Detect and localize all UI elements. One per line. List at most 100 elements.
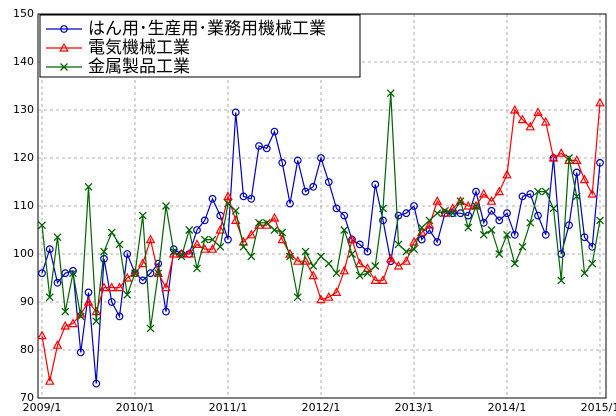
marker <box>255 218 263 227</box>
marker <box>200 235 209 244</box>
marker <box>106 282 117 292</box>
y-tick-label: 70 <box>20 391 34 404</box>
marker <box>239 192 248 201</box>
marker <box>44 375 55 385</box>
marker <box>425 216 434 225</box>
marker <box>386 89 395 98</box>
marker <box>572 168 581 177</box>
marker <box>185 226 194 234</box>
marker <box>525 121 536 131</box>
marker <box>540 116 551 126</box>
marker <box>433 209 442 218</box>
marker <box>455 195 466 205</box>
marker <box>394 211 403 220</box>
marker <box>441 206 449 215</box>
marker <box>503 230 511 239</box>
marker <box>394 240 403 249</box>
marker <box>309 262 318 270</box>
marker <box>526 190 535 198</box>
marker <box>83 296 94 306</box>
marker <box>371 180 380 189</box>
marker <box>317 252 325 261</box>
marker <box>208 235 217 244</box>
marker <box>270 226 279 234</box>
marker <box>579 174 590 184</box>
marker <box>45 293 54 302</box>
marker <box>534 187 542 196</box>
marker <box>378 275 388 284</box>
marker <box>231 108 240 117</box>
x-tick-label: 2011/1 <box>209 401 248 414</box>
marker <box>207 243 218 253</box>
marker <box>278 228 287 237</box>
marker <box>393 260 404 270</box>
marker <box>432 195 443 205</box>
marker <box>572 192 581 201</box>
marker <box>370 275 381 284</box>
marker <box>534 211 542 220</box>
x-tick-label: 2010/1 <box>116 401 155 414</box>
marker <box>52 339 63 349</box>
marker <box>184 248 195 258</box>
marker <box>324 178 333 186</box>
marker <box>100 247 108 256</box>
marker <box>348 250 356 258</box>
marker <box>510 259 519 268</box>
marker <box>270 127 279 136</box>
marker <box>548 152 559 162</box>
marker <box>146 324 155 333</box>
marker <box>332 204 341 213</box>
marker <box>463 200 474 210</box>
marker <box>425 226 434 234</box>
marker <box>122 272 133 282</box>
y-tick-label: 80 <box>20 343 34 356</box>
marker <box>472 187 480 196</box>
marker <box>200 216 209 225</box>
marker <box>533 107 543 116</box>
marker <box>363 247 372 256</box>
marker <box>401 255 412 265</box>
marker <box>518 192 527 201</box>
marker <box>309 182 318 191</box>
marker <box>162 202 170 210</box>
marker <box>587 188 598 198</box>
marker <box>447 203 458 212</box>
marker <box>526 218 535 227</box>
marker <box>192 239 202 248</box>
marker <box>362 263 373 272</box>
marker <box>162 307 170 316</box>
marker <box>355 240 364 249</box>
marker <box>518 242 527 251</box>
marker <box>208 194 217 203</box>
marker <box>292 255 303 265</box>
marker <box>60 63 68 71</box>
marker <box>92 379 101 388</box>
marker <box>417 223 426 232</box>
marker <box>410 202 418 210</box>
marker <box>262 144 271 153</box>
marker <box>503 209 511 218</box>
marker <box>114 282 125 292</box>
marker <box>69 269 77 278</box>
marker <box>479 230 488 239</box>
marker <box>123 290 132 299</box>
marker <box>556 147 567 157</box>
marker <box>332 269 341 278</box>
marker <box>60 320 71 330</box>
marker <box>424 219 435 229</box>
y-tick-label: 110 <box>13 199 34 212</box>
marker <box>471 200 481 210</box>
marker <box>347 234 357 244</box>
marker <box>448 209 457 218</box>
marker <box>61 269 70 278</box>
marker <box>145 234 156 244</box>
marker <box>76 312 85 321</box>
marker <box>495 250 504 258</box>
marker <box>596 216 604 225</box>
marker <box>223 191 233 200</box>
marker <box>557 276 566 285</box>
marker <box>60 25 68 33</box>
marker <box>487 206 496 215</box>
marker <box>549 204 558 213</box>
